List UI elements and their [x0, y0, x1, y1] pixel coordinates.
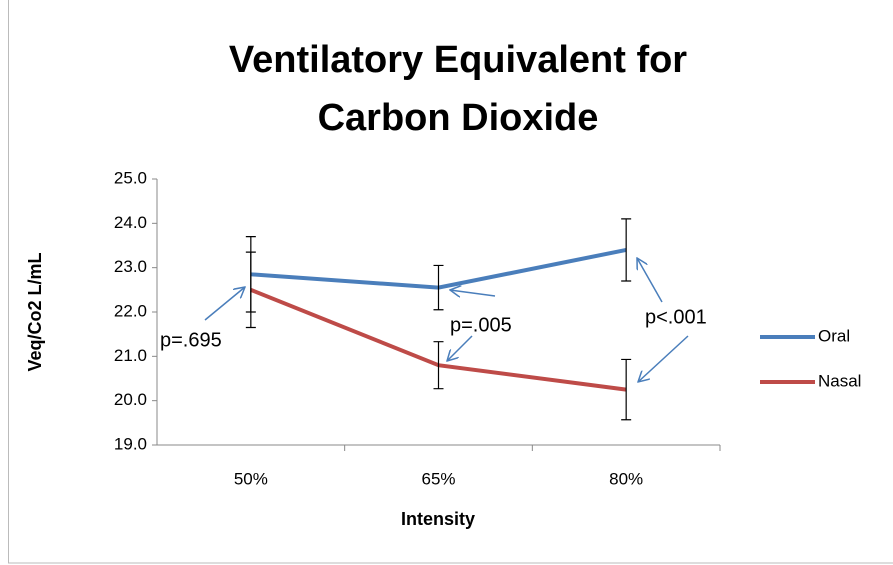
annotation: p=.005 — [450, 314, 512, 336]
arrow — [447, 335, 473, 361]
y-tick-label: 24.0 — [114, 213, 147, 232]
arrow — [637, 258, 663, 303]
y-tick-label: 19.0 — [114, 434, 147, 453]
arrow — [638, 335, 689, 382]
y-tick-label: 23.0 — [114, 257, 147, 276]
legend-label: Oral — [818, 326, 850, 345]
y-tick-label: 22.0 — [114, 301, 147, 320]
x-tick-label: 50% — [234, 469, 268, 488]
error-bar — [433, 341, 444, 390]
annotation: p<.001 — [645, 306, 707, 328]
y-tick-label: 20.0 — [114, 390, 147, 409]
error-bar — [621, 358, 632, 421]
y-tick-label: 25.0 — [114, 168, 147, 187]
chart-border — [8, 0, 893, 564]
error-bar — [245, 251, 256, 329]
x-tick-label: 80% — [609, 469, 643, 488]
chart-title: Ventilatory Equivalent for — [229, 39, 687, 81]
y-tick-label: 21.0 — [114, 346, 147, 365]
arrow — [450, 290, 496, 296]
arrow — [204, 287, 245, 321]
x-tick-label: 65% — [421, 469, 455, 488]
chart-title: Carbon Dioxide — [318, 97, 599, 139]
error-bar — [433, 264, 444, 311]
y-axis-title: Veq/Co2 L/mL — [25, 252, 45, 371]
annotation: p=.695 — [160, 329, 222, 351]
legend-label: Nasal — [818, 371, 861, 390]
error-bar — [621, 218, 632, 282]
x-axis-title: Intensity — [401, 509, 475, 529]
